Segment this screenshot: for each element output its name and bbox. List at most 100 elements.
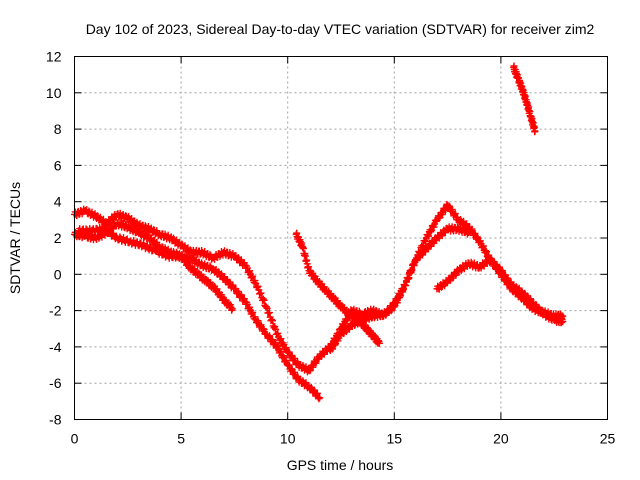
interpolated-point xyxy=(512,283,520,291)
interpolated-point xyxy=(90,211,98,219)
interpolated-point xyxy=(277,335,285,343)
interpolated-point xyxy=(257,289,265,297)
plus-marker xyxy=(257,321,265,329)
plus-marker xyxy=(282,344,290,352)
interpolated-point xyxy=(254,282,262,290)
plus-marker xyxy=(342,317,350,325)
plus-marker xyxy=(270,324,278,332)
interpolated-point xyxy=(331,341,339,349)
interpolated-point xyxy=(315,395,323,403)
interpolated-point xyxy=(468,225,476,233)
interpolated-point xyxy=(282,344,290,352)
y-tick-label: -6 xyxy=(49,375,62,391)
interpolated-point xyxy=(285,361,293,369)
plus-marker xyxy=(387,307,395,315)
interpolated-point xyxy=(430,223,438,231)
plus-marker xyxy=(479,242,487,250)
plus-marker xyxy=(482,247,490,255)
interpolated-point xyxy=(246,303,254,311)
interpolated-point xyxy=(256,290,264,298)
plus-marker xyxy=(313,389,321,397)
y-tick-label: 8 xyxy=(54,121,62,137)
plus-marker xyxy=(265,309,273,317)
y-tick-label: 10 xyxy=(46,85,62,101)
plus-marker xyxy=(559,317,567,325)
interpolated-point xyxy=(272,325,280,333)
interpolated-point xyxy=(435,214,443,222)
x-tick-label: 15 xyxy=(387,431,403,447)
interpolated-point xyxy=(405,274,413,282)
interpolated-point xyxy=(249,272,257,280)
interpolated-point xyxy=(482,247,490,255)
x-tick-label: 5 xyxy=(177,431,185,447)
interpolated-point xyxy=(422,238,430,246)
interpolated-point xyxy=(329,345,337,353)
plus-marker xyxy=(260,296,268,304)
plus-marker xyxy=(274,342,282,350)
x-tick-label: 20 xyxy=(493,431,509,447)
plus-marker xyxy=(249,308,257,316)
plus-marker xyxy=(393,299,401,307)
data-point xyxy=(316,394,324,402)
interpolated-point xyxy=(237,291,245,299)
y-axis-label: SDTVAR / TECUs xyxy=(7,182,23,294)
x-tick-label: 10 xyxy=(280,431,296,447)
axis-ticks: 0 5 10 15 20 25 -8 -6 -4 -2 0 2 4 6 8 10 12 xyxy=(46,49,616,447)
plus-marker xyxy=(402,281,410,289)
interpolated-point xyxy=(277,347,285,355)
plus-marker xyxy=(260,325,268,333)
plus-marker xyxy=(407,269,415,277)
plus-marker xyxy=(451,210,459,218)
y-tick-label: 12 xyxy=(46,49,62,65)
interpolated-point xyxy=(259,325,267,333)
plus-marker xyxy=(418,251,426,259)
y-tick-label: 6 xyxy=(54,157,62,173)
plus-marker xyxy=(237,291,245,299)
plus-marker xyxy=(408,266,416,274)
plus-marker xyxy=(512,283,520,291)
interpolated-point xyxy=(404,275,412,283)
plus-marker xyxy=(90,211,98,219)
interpolated-point xyxy=(387,307,395,315)
interpolated-point xyxy=(498,267,506,275)
interpolated-point xyxy=(419,241,427,249)
plus-marker xyxy=(430,223,438,231)
plus-marker xyxy=(531,127,539,135)
interpolated-point xyxy=(150,226,158,234)
plus-marker xyxy=(313,390,321,398)
plus-marker xyxy=(422,238,430,246)
plot-frame xyxy=(74,56,608,420)
plus-marker xyxy=(476,237,484,245)
interpolated-point xyxy=(402,281,410,289)
plus-marker xyxy=(465,229,473,237)
plus-marker xyxy=(452,271,460,279)
plus-marker xyxy=(282,356,290,364)
interpolated-point xyxy=(392,298,400,306)
interpolated-point xyxy=(451,210,459,218)
interpolated-point xyxy=(527,295,535,303)
plus-marker xyxy=(246,303,254,311)
plus-marker xyxy=(375,339,383,347)
plus-marker xyxy=(399,288,407,296)
plus-marker xyxy=(259,325,267,333)
data-point xyxy=(390,303,398,311)
y-tick-label: 0 xyxy=(54,266,62,282)
plus-marker xyxy=(331,341,339,349)
y-tick-label: 2 xyxy=(54,230,62,246)
data-point xyxy=(531,127,539,135)
interpolated-point xyxy=(476,237,484,245)
interpolated-point xyxy=(260,325,268,333)
interpolated-point xyxy=(274,329,282,337)
plus-marker xyxy=(445,202,453,210)
plus-marker xyxy=(150,226,158,234)
plus-marker xyxy=(410,262,418,270)
interpolated-point xyxy=(313,390,321,398)
plus-marker xyxy=(268,317,276,325)
interpolated-point xyxy=(393,299,401,307)
y-tick-label: -8 xyxy=(49,412,62,428)
plus-marker xyxy=(315,395,323,403)
plus-marker xyxy=(306,367,314,375)
interpolated-point xyxy=(407,269,415,277)
y-tick-label: -2 xyxy=(49,303,62,319)
plus-marker xyxy=(473,233,481,241)
